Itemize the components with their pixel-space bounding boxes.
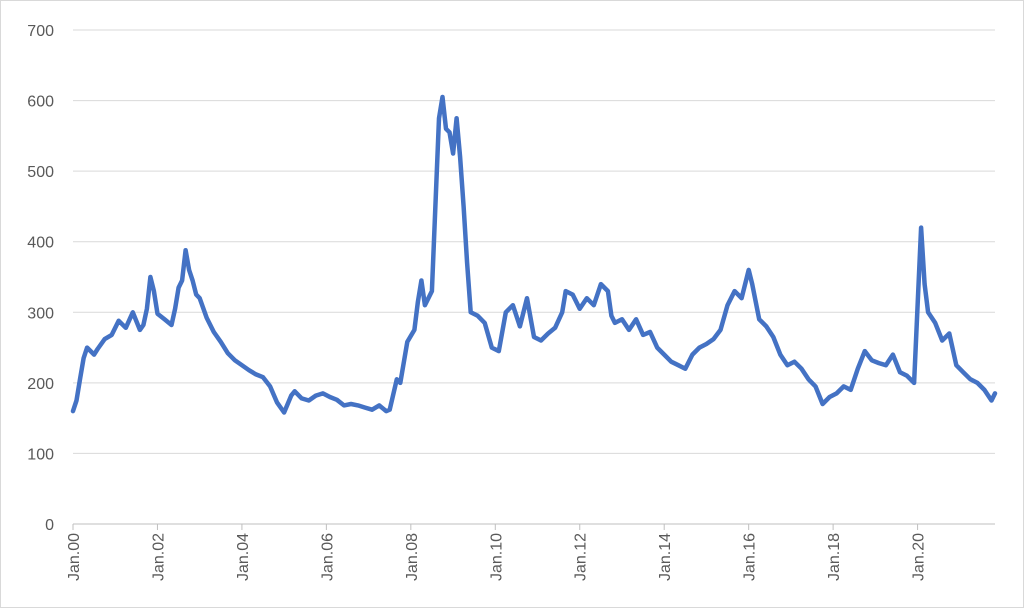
- x-tick-label: Jan.16: [742, 533, 759, 581]
- x-tick-label: Jan.00: [66, 533, 83, 581]
- y-tick-label: 100: [27, 446, 54, 463]
- y-tick-label: 200: [27, 376, 54, 393]
- x-tick-label: Jan.08: [404, 533, 421, 581]
- gridlines: [73, 29, 995, 454]
- x-tick-label: Jan.18: [826, 533, 843, 581]
- x-tick-label: Jan.04: [235, 533, 252, 581]
- x-tick-label: Jan.12: [573, 533, 590, 581]
- x-tick-label: Jan.06: [319, 533, 336, 581]
- x-tick-label: Jan.02: [150, 533, 167, 581]
- y-tick-label: 300: [27, 305, 54, 322]
- y-axis-ticks: 0 100 200 300 400 500 600 700: [27, 23, 54, 534]
- x-axis-ticks: Jan.00 Jan.02 Jan.04 Jan.06 Jan.08 Jan.10 Jan.…: [66, 524, 928, 581]
- y-tick-label: 0: [45, 517, 54, 534]
- y-tick-label: 700: [27, 23, 54, 40]
- x-tick-label: Jan.10: [488, 533, 505, 581]
- series-line: [70, 94, 998, 415]
- x-tick-label: Jan.20: [911, 533, 928, 581]
- x-tick-label: Jan.14: [657, 533, 674, 581]
- y-tick-label: 500: [27, 164, 54, 181]
- y-tick-label: 400: [27, 235, 54, 252]
- series-group: [70, 94, 998, 415]
- y-tick-label: 600: [27, 94, 54, 111]
